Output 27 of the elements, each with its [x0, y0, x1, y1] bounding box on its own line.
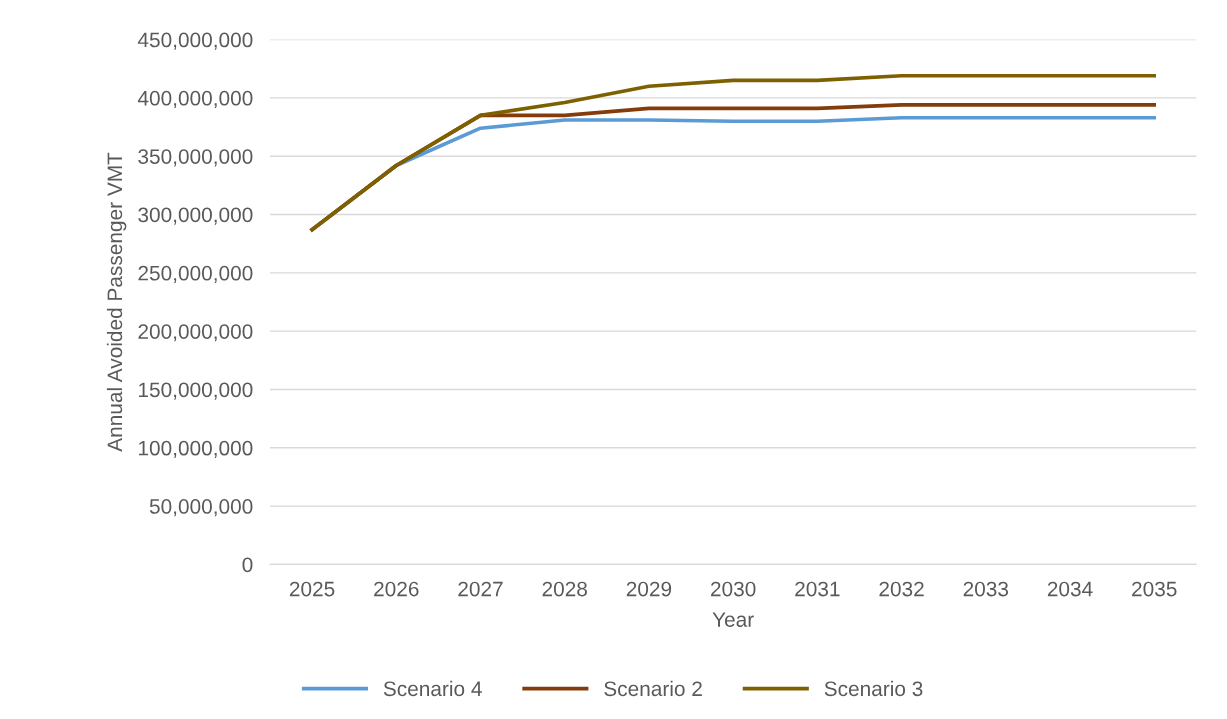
x-tick-label: 2025	[289, 581, 335, 597]
x-tick-label: 2026	[374, 581, 419, 597]
y-tick-label: 250,000,000	[138, 265, 253, 284]
legend-label: Scenario 4	[383, 680, 482, 697]
y-tick-label: 100,000,000	[139, 440, 253, 458]
y-tick-label: 400,000,000	[137, 90, 253, 109]
line-series	[310, 73, 1157, 232]
x-axis-title: Year	[712, 612, 754, 627]
y-tick-label: 150,000,000	[139, 382, 253, 400]
x-tick-label: 2034	[1047, 581, 1093, 597]
x-tick-label: 2029	[626, 581, 672, 597]
x-tick-label: 2031	[795, 581, 840, 597]
y-tick-label: 50,000,000	[149, 499, 253, 517]
x-tick-label: 2027	[458, 581, 503, 597]
y-axis-title: Annual Avoided Passenger VMT	[106, 152, 127, 452]
x-tick-label: 2033	[963, 581, 1009, 597]
x-tick-label: 2032	[879, 581, 924, 597]
legend-label: Scenario 3	[824, 680, 923, 697]
x-tick-label: 2028	[542, 581, 587, 597]
legend-label: Scenario 2	[604, 680, 702, 697]
x-tick-label: 2035	[1132, 581, 1177, 597]
y-tick-label: 200,000,000	[138, 324, 253, 342]
y-tick-label: 0	[242, 557, 253, 573]
y-tick-label: 350,000,000	[138, 149, 253, 167]
x-tick-label: 2030	[711, 581, 756, 597]
y-tick-label: 300,000,000	[138, 207, 253, 225]
y-tick-label: 450,000,000	[137, 32, 253, 50]
